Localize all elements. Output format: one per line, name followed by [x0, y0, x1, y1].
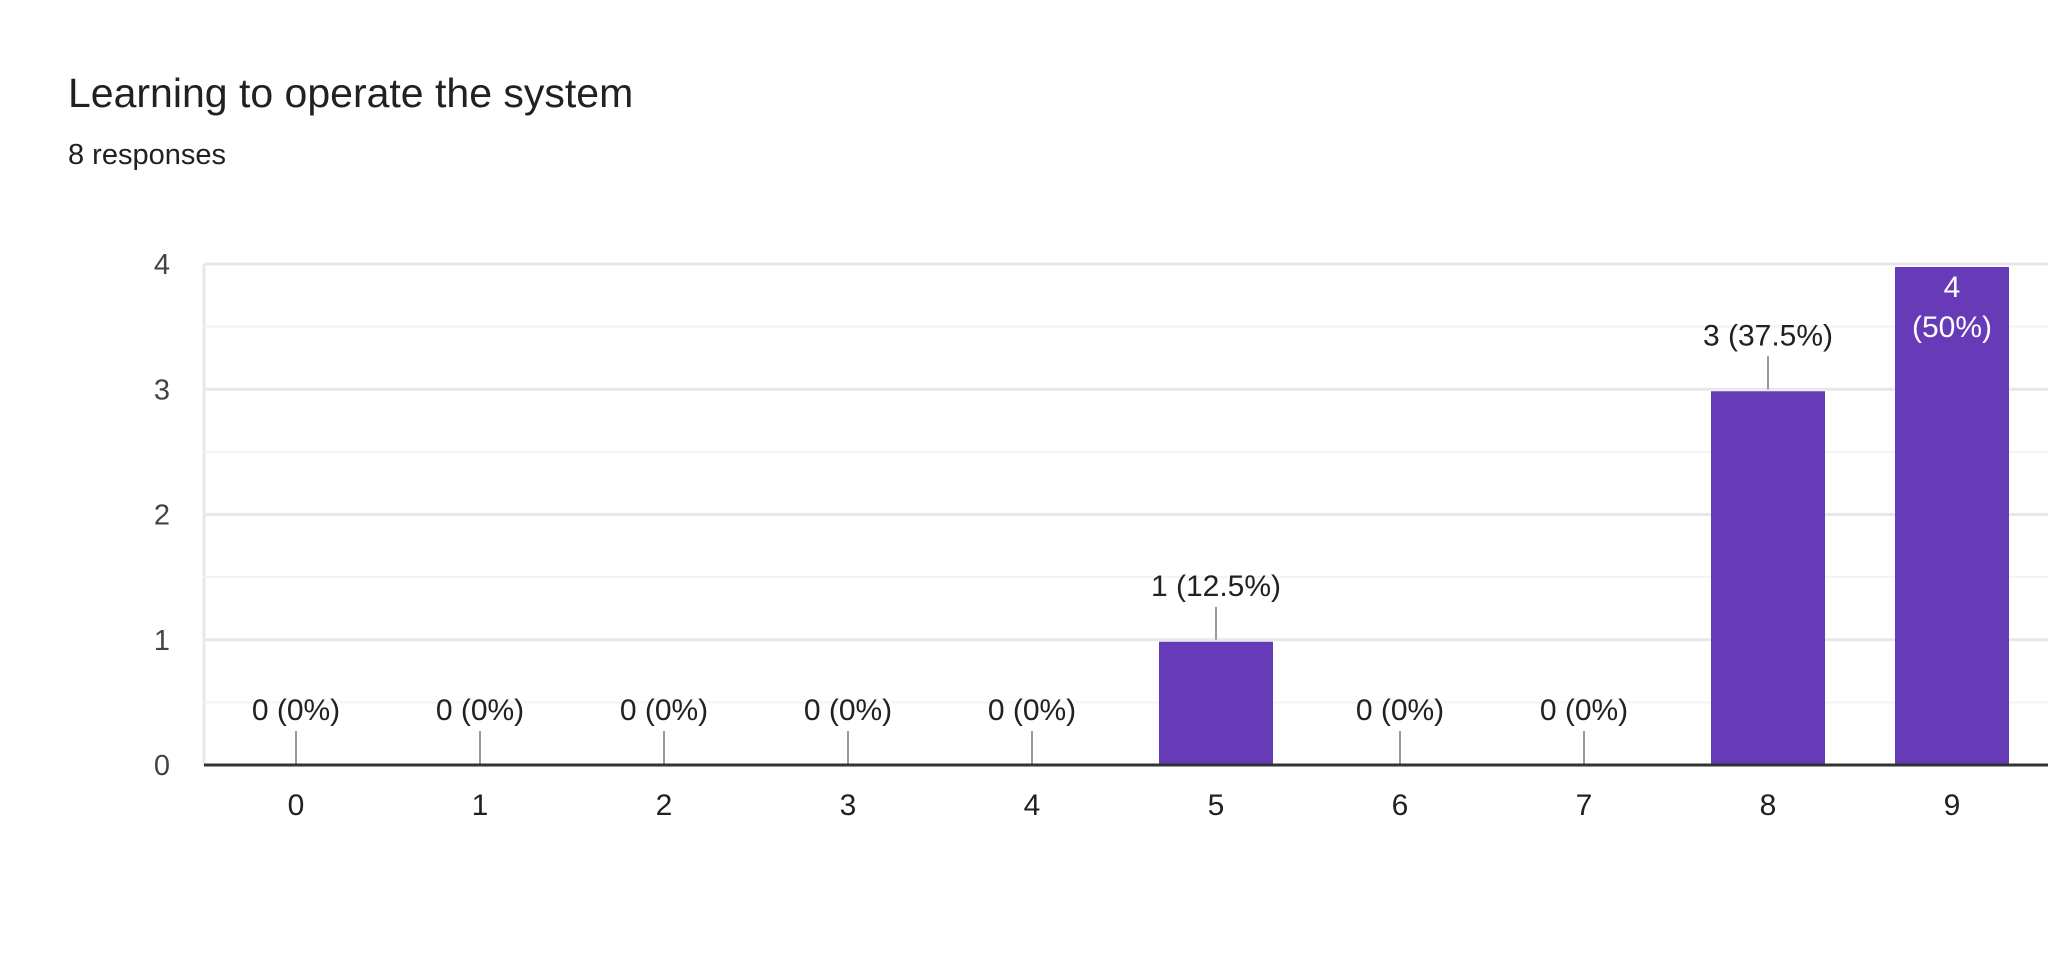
data-label-6: 0 (0%)	[1356, 694, 1444, 727]
label-leaders	[295, 356, 1769, 764]
x-tick-label-5: 5	[1208, 789, 1225, 822]
data-labels: 0 (0%) 0 (0%) 0 (0%) 0 (0%) 0 (0%) 1 (12.5%) 0…	[252, 271, 1992, 727]
data-label-3: 0 (0%)	[804, 694, 892, 727]
y-tick-label: 4	[154, 249, 170, 281]
x-tick-label-9: 9	[1944, 789, 1961, 822]
response-count: 8 responses	[68, 139, 226, 171]
data-label-2: 0 (0%)	[620, 694, 708, 727]
bar-8	[1711, 391, 1825, 765]
bar-9	[1895, 267, 2009, 765]
x-tick-label-8: 8	[1760, 789, 1777, 822]
data-label-5: 1 (12.5%)	[1151, 570, 1281, 603]
bars	[1159, 267, 2009, 765]
data-label-4: 0 (0%)	[988, 694, 1076, 727]
x-tick-label-3: 3	[840, 789, 857, 822]
x-tick-label-2: 2	[656, 789, 673, 822]
data-label-8: 3 (37.5%)	[1703, 319, 1833, 352]
x-tick-label-7: 7	[1576, 789, 1593, 822]
x-tick-label-6: 6	[1392, 789, 1409, 822]
data-label-0: 0 (0%)	[252, 694, 340, 727]
y-tick-label: 3	[154, 374, 170, 406]
chart-title: Learning to operate the system	[68, 70, 634, 116]
x-tick-label-4: 4	[1024, 789, 1041, 822]
x-axis-ticks: 0 1 2 3 4 5 6 7 8 9	[288, 789, 1961, 822]
x-tick-label-1: 1	[472, 789, 489, 822]
y-tick-label: 1	[154, 625, 170, 657]
y-tick-label: 0	[154, 750, 170, 782]
data-label-1: 0 (0%)	[436, 694, 524, 727]
data-label-7: 0 (0%)	[1540, 694, 1628, 727]
y-axis-ticks: 0 1 2 3 4	[154, 249, 170, 782]
x-tick-label-0: 0	[288, 789, 305, 822]
data-label-9: 4 (50%)	[1912, 271, 1992, 344]
bar-5	[1159, 641, 1273, 765]
y-tick-label: 2	[154, 500, 170, 532]
